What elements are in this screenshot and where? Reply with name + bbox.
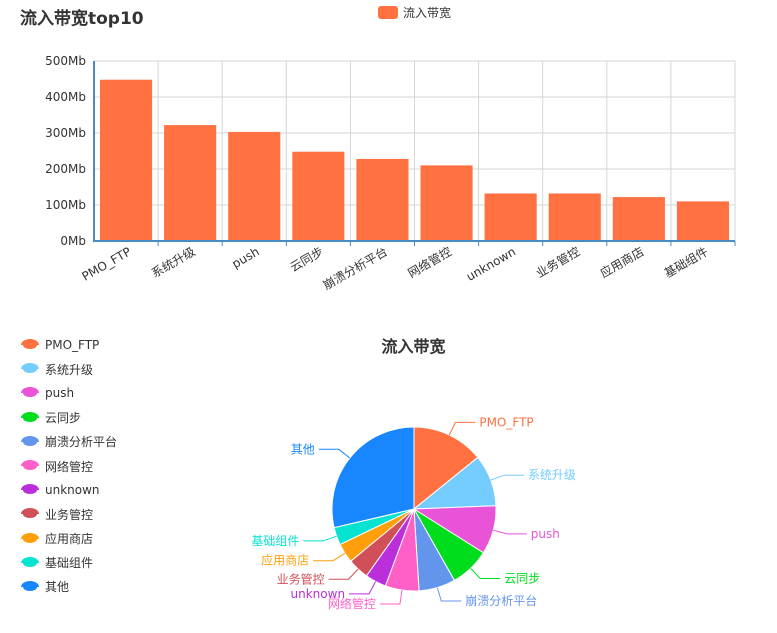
pie-slice[interactable] <box>414 509 454 591</box>
bar[interactable] <box>100 80 152 241</box>
pie-leader-line <box>449 422 475 435</box>
bar[interactable] <box>677 201 729 241</box>
pie-slice-label: 其他 <box>291 442 315 456</box>
legend-item[interactable]: 云同步 <box>20 406 117 430</box>
y-tick-label: 500Mb <box>45 54 86 68</box>
x-tick-label: unknown <box>464 244 518 283</box>
pie-slice-label: 应用商店 <box>261 553 309 568</box>
bar[interactable] <box>549 193 601 241</box>
pie-slice-label: 基础组件 <box>251 534 299 548</box>
legend-item[interactable]: 基础组件 <box>20 551 117 575</box>
pie-leader-line <box>303 536 336 541</box>
pie-slice[interactable] <box>414 509 483 580</box>
pie-leader-line <box>437 588 461 601</box>
x-tick-label: push <box>230 244 262 271</box>
pie-title: 流入带宽 <box>0 333 777 357</box>
y-tick-label: 0Mb <box>60 234 86 248</box>
pie-slice[interactable] <box>334 509 414 544</box>
legend-fan-icon <box>20 580 40 594</box>
pie-leader-line <box>313 553 345 561</box>
pie-leader-line <box>491 475 524 480</box>
pie-slice-label: 崩溃分析平台 <box>465 593 537 608</box>
pie-leader-line <box>493 530 527 534</box>
pie-slice-label: push <box>531 527 560 541</box>
legend-item[interactable]: push <box>20 381 117 405</box>
pie-slice[interactable] <box>340 509 414 561</box>
pie-slice[interactable] <box>385 509 419 591</box>
legend-fan-icon <box>20 386 40 400</box>
pie-leader-line <box>349 581 376 593</box>
legend-item[interactable]: 系统升级 <box>20 357 117 381</box>
legend-fan-icon <box>20 556 40 570</box>
legend-label: unknown <box>45 483 100 497</box>
pie-legend: PMO_FTP 系统升级 push 云同步 崩溃分析平台 网络管控 unknown 业务管控应… <box>20 333 117 599</box>
legend-fan-icon <box>20 435 40 449</box>
x-tick-label: PMO_FTP <box>80 244 134 283</box>
x-tick-label: 崩溃分析平台 <box>320 244 390 293</box>
bar[interactable] <box>292 152 344 241</box>
pie-slice-label: 云同步 <box>504 571 540 585</box>
pie-leader-line <box>319 449 350 458</box>
legend-item[interactable]: 崩溃分析平台 <box>20 430 117 454</box>
legend-fan-icon <box>20 411 40 425</box>
pie-leader-line <box>380 590 402 604</box>
bar-chart: 0Mb 100Mb 200Mb 300Mb 400Mb 500Mb PMO_FTP 系统升级 p… <box>0 0 777 300</box>
pie-leader-line <box>471 568 501 578</box>
pie-slice[interactable] <box>414 457 496 509</box>
x-tick-label: 业务管控 <box>533 244 582 281</box>
pie-slice-label: unknown <box>291 587 346 601</box>
bar[interactable] <box>485 193 537 241</box>
pie-slice[interactable] <box>414 427 478 509</box>
legend-label: 网络管控 <box>45 458 93 475</box>
pie-slice-label: PMO_FTP <box>479 415 533 429</box>
legend-fan-icon <box>20 459 40 473</box>
x-tick-label: 网络管控 <box>405 244 454 281</box>
legend-label: 云同步 <box>45 409 81 426</box>
y-tick-label: 100Mb <box>45 198 86 212</box>
legend-fan-icon <box>20 362 40 376</box>
bar[interactable] <box>164 125 216 241</box>
x-tick-label: 应用商店 <box>597 244 646 281</box>
legend-item[interactable]: 其他 <box>20 575 117 599</box>
y-tick-label: 300Mb <box>45 126 86 140</box>
bar[interactable] <box>613 197 665 241</box>
x-tick-label: 系统升级 <box>149 244 198 280</box>
pie-leader-line <box>329 569 359 579</box>
legend-fan-icon <box>20 483 40 497</box>
bar[interactable] <box>228 132 280 241</box>
legend-label: 基础组件 <box>45 554 93 571</box>
x-tick-label: 云同步 <box>288 244 326 274</box>
pie-slice[interactable] <box>366 509 414 586</box>
legend-item[interactable]: unknown <box>20 478 117 502</box>
legend-label: 其他 <box>45 578 69 595</box>
bar[interactable] <box>356 159 408 241</box>
legend-label: push <box>45 386 74 400</box>
pie-slice[interactable] <box>351 509 414 576</box>
bar[interactable] <box>421 165 473 241</box>
pie-slice[interactable] <box>332 427 414 528</box>
legend-fan-icon <box>20 532 40 546</box>
pie-slice-label: 业务管控 <box>277 571 325 586</box>
pie-slice-label: 网络管控 <box>328 596 376 611</box>
legend-label: 崩溃分析平台 <box>45 433 117 450</box>
legend-label: 应用商店 <box>45 530 93 547</box>
legend-item[interactable]: 业务管控 <box>20 502 117 526</box>
y-tick-label: 200Mb <box>45 162 86 176</box>
pie-slice[interactable] <box>414 506 496 553</box>
legend-item[interactable]: 网络管控 <box>20 454 117 478</box>
legend-label: 系统升级 <box>45 361 93 378</box>
x-tick-label: 基础组件 <box>662 244 711 280</box>
legend-fan-icon <box>20 507 40 521</box>
y-tick-label: 400Mb <box>45 90 86 104</box>
legend-label: 业务管控 <box>45 506 93 523</box>
pie-slice-label: 系统升级 <box>528 468 576 482</box>
legend-item[interactable]: 应用商店 <box>20 527 117 551</box>
pie-title-text: 流入带宽 <box>381 337 445 356</box>
